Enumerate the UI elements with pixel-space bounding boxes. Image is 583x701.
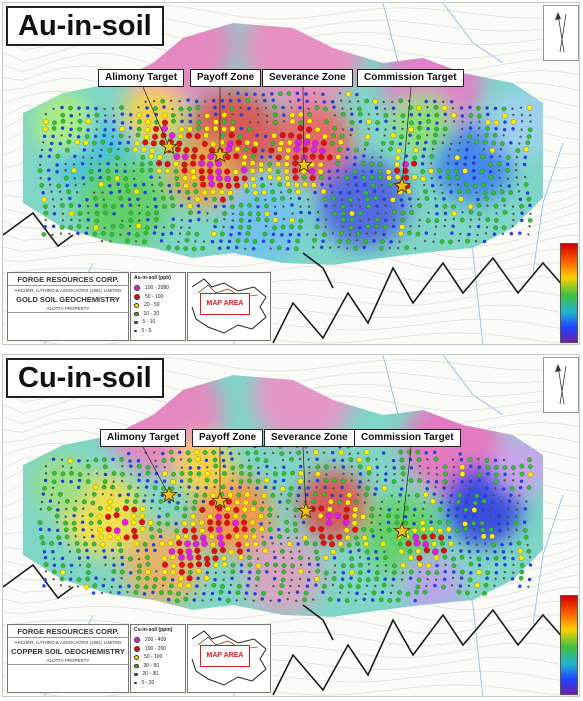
- legend-row: 50 - 100: [134, 653, 182, 662]
- legend-row: 20 - 50: [134, 301, 182, 310]
- legend-label: 0 - 5: [141, 327, 152, 334]
- legend-row: 20 - 30: [134, 670, 182, 679]
- legend-label: 5 - 10: [142, 319, 156, 326]
- legend-row: 0 - 20: [134, 679, 182, 688]
- legend-row: 10 - 20: [134, 310, 182, 319]
- legend-symbol: [134, 302, 139, 308]
- legend-row: 5 - 10: [134, 318, 182, 327]
- au-inset-map-area-label: MAP AREA: [200, 293, 250, 315]
- au-north-arrow-box: [543, 5, 579, 61]
- au-legend: Au-in-soil (ppb) 100 - 2080 50 - 100 20 - …: [130, 272, 186, 341]
- au-map-title: GOLD SOIL GEOCHEMISTRY: [16, 295, 120, 304]
- legend-symbol: [134, 320, 138, 324]
- legend-symbol: [134, 285, 140, 292]
- cu-panel-title: Cu-in-soil: [6, 358, 164, 398]
- north-arrow-icon: [555, 12, 567, 53]
- au-title-block: FORGE RESOURCES CORP. ARCHER, CATHRO & A…: [7, 272, 129, 341]
- legend-label: 0 - 20: [141, 679, 155, 686]
- legend-row: 30 - 50: [134, 662, 182, 671]
- legend-symbol: [134, 654, 139, 660]
- legend-label: 20 - 30: [142, 671, 159, 678]
- au-map-canvas: [3, 3, 579, 344]
- legend-row: 100 - 200: [134, 645, 182, 654]
- legend-symbol: [134, 329, 137, 332]
- legend-label: 50 - 100: [144, 654, 163, 661]
- cu-inset-map-area-label: MAP AREA: [200, 645, 250, 667]
- cu-label-commission-target: Commission Target: [354, 429, 461, 447]
- legend-label: 20 - 50: [144, 302, 160, 309]
- legend-symbol: [134, 681, 137, 684]
- au-label-alimony-target: Alimony Target: [98, 69, 185, 87]
- legend-row: 0 - 5: [134, 327, 182, 336]
- cu-colour-scale-bar: [560, 595, 578, 695]
- cu-label-alimony-target: Alimony Target: [100, 429, 187, 447]
- cu-map-panel: Cu-in-soil Alimony Target Payoff Zone Se…: [2, 354, 580, 697]
- au-legend-rows: 100 - 2080 50 - 100 20 - 50 10 - 20 5 - 10 0 …: [134, 284, 182, 335]
- cu-consultant-name: ARCHER, CATHRO & ASSOCIATES (1981) LIMIT…: [14, 640, 122, 645]
- cu-title-block: FORGE RESOURCES CORP. ARCHER, CATHRO & A…: [7, 624, 129, 693]
- legend-symbol: [134, 293, 140, 300]
- legend-label: 100 - 2080: [145, 285, 169, 292]
- legend-row: 200 - 409: [134, 636, 182, 645]
- au-map-panel: Au-in-soil Alimony Target Payoff Zone Se…: [2, 2, 580, 345]
- legend-symbol: [134, 311, 139, 316]
- legend-symbol: [134, 672, 138, 676]
- cu-inset-map: MAP AREA: [187, 624, 271, 693]
- au-legend-title: Au-in-soil (ppb): [134, 275, 171, 281]
- cu-north-arrow-box: [543, 357, 579, 413]
- au-company-name: FORGE RESOURCES CORP.: [8, 273, 128, 286]
- au-label-commission-target: Commission Target: [357, 69, 464, 87]
- cu-company-name: FORGE RESOURCES CORP.: [8, 625, 128, 638]
- cu-label-severance-zone: Severance Zone: [264, 429, 355, 447]
- cu-map-title: COPPER SOIL GEOCHEMISTRY: [11, 647, 125, 656]
- au-property-name: ALOTTA PROPERTY: [8, 305, 128, 313]
- cu-property-name: ALOTTA PROPERTY: [8, 657, 128, 665]
- au-label-severance-zone: Severance Zone: [262, 69, 353, 87]
- legend-label: 100 - 200: [145, 645, 167, 652]
- legend-symbol: [134, 645, 140, 652]
- legend-label: 50 - 100: [145, 293, 164, 300]
- legend-row: 50 - 100: [134, 293, 182, 302]
- cu-label-payoff-zone: Payoff Zone: [192, 429, 264, 447]
- north-arrow-icon: [555, 364, 567, 405]
- au-panel-title: Au-in-soil: [6, 6, 164, 46]
- legend-label: 200 - 409: [145, 637, 167, 644]
- au-consultant-name: ARCHER, CATHRO & ASSOCIATES (1981) LIMIT…: [14, 288, 122, 293]
- legend-symbol: [134, 637, 140, 644]
- legend-row: 100 - 2080: [134, 284, 182, 293]
- au-colour-scale-bar: [560, 243, 578, 343]
- cu-legend-title: Cu-in-soil (ppm): [134, 627, 173, 633]
- cu-legend: Cu-in-soil (ppm) 200 - 409 100 - 200 50 - …: [130, 624, 186, 693]
- legend-symbol: [134, 663, 139, 668]
- legend-label: 30 - 50: [143, 662, 160, 669]
- au-label-payoff-zone: Payoff Zone: [190, 69, 262, 87]
- cu-legend-rows: 200 - 409 100 - 200 50 - 100 30 - 50 20 - 30…: [134, 636, 182, 687]
- legend-label: 10 - 20: [143, 310, 160, 317]
- au-inset-map: MAP AREA: [187, 272, 271, 341]
